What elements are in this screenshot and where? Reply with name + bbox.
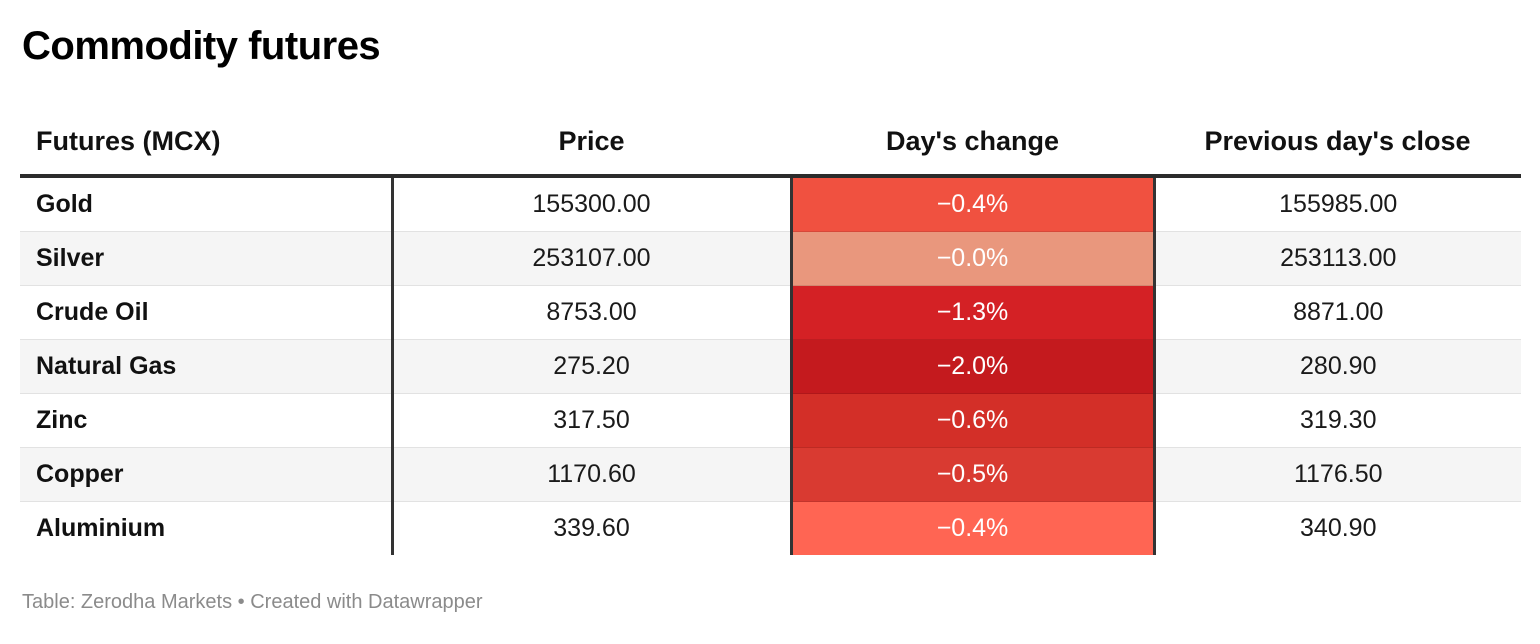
prev-close-cell: 253113.00 xyxy=(1154,231,1521,286)
futures-name-cell: Crude Oil xyxy=(20,285,394,340)
chart-title: Commodity futures xyxy=(22,24,381,68)
prev-close-cell: 1176.50 xyxy=(1154,447,1521,502)
table-row: Zinc 317.50 −0.6% 319.30 xyxy=(20,393,1521,448)
price-cell: 253107.00 xyxy=(392,231,791,286)
prev-close-cell: 340.90 xyxy=(1154,501,1521,555)
column-header-days-change: Day's change xyxy=(791,110,1154,178)
header-row: Futures (MCX) Price Day's change Previou… xyxy=(20,110,1521,178)
column-header-price: Price xyxy=(392,110,791,178)
price-cell: 339.60 xyxy=(392,501,791,555)
price-cell: 8753.00 xyxy=(392,285,791,340)
table-row: Copper 1170.60 −0.5% 1176.50 xyxy=(20,447,1521,502)
futures-name-cell: Zinc xyxy=(20,393,394,448)
table-row: Silver 253107.00 −0.0% 253113.00 xyxy=(20,231,1521,286)
source-text: Table: Zerodha Markets • Created with Da… xyxy=(22,591,483,613)
futures-name-cell: Aluminium xyxy=(20,501,394,555)
futures-name-cell: Gold xyxy=(20,176,394,232)
table-row: Gold 155300.00 −0.4% 155985.00 xyxy=(20,176,1521,232)
days-change-cell: −0.4% xyxy=(789,501,1156,555)
futures-name-cell: Silver xyxy=(20,231,394,286)
commodity-futures-table: Futures (MCX) Price Day's change Previou… xyxy=(20,110,1521,555)
days-change-cell: −0.4% xyxy=(789,176,1156,232)
price-cell: 155300.00 xyxy=(392,176,791,232)
prev-close-cell: 155985.00 xyxy=(1154,176,1521,232)
column-header-futures: Futures (MCX) xyxy=(20,110,392,178)
days-change-cell: −2.0% xyxy=(789,339,1156,394)
prev-close-cell: 8871.00 xyxy=(1154,285,1521,340)
days-change-cell: −0.5% xyxy=(789,447,1156,502)
days-change-cell: −0.6% xyxy=(789,393,1156,448)
days-change-cell: −1.3% xyxy=(789,285,1156,340)
price-cell: 275.20 xyxy=(392,339,791,394)
attribution-line: Table: Zerodha Markets • Created with Da… xyxy=(22,590,1521,614)
futures-name-cell: Natural Gas xyxy=(20,339,394,394)
days-change-cell: −0.0% xyxy=(789,231,1156,286)
price-cell: 1170.60 xyxy=(392,447,791,502)
prev-close-cell: 280.90 xyxy=(1154,339,1521,394)
table-row: Natural Gas 275.20 −2.0% 280.90 xyxy=(20,339,1521,394)
column-header-prev-close: Previous day's close xyxy=(1154,110,1521,178)
table-row: Crude Oil 8753.00 −1.3% 8871.00 xyxy=(20,285,1521,340)
futures-name-cell: Copper xyxy=(20,447,394,502)
table-row: Aluminium 339.60 −0.4% 340.90 xyxy=(20,501,1521,555)
price-cell: 317.50 xyxy=(392,393,791,448)
prev-close-cell: 319.30 xyxy=(1154,393,1521,448)
